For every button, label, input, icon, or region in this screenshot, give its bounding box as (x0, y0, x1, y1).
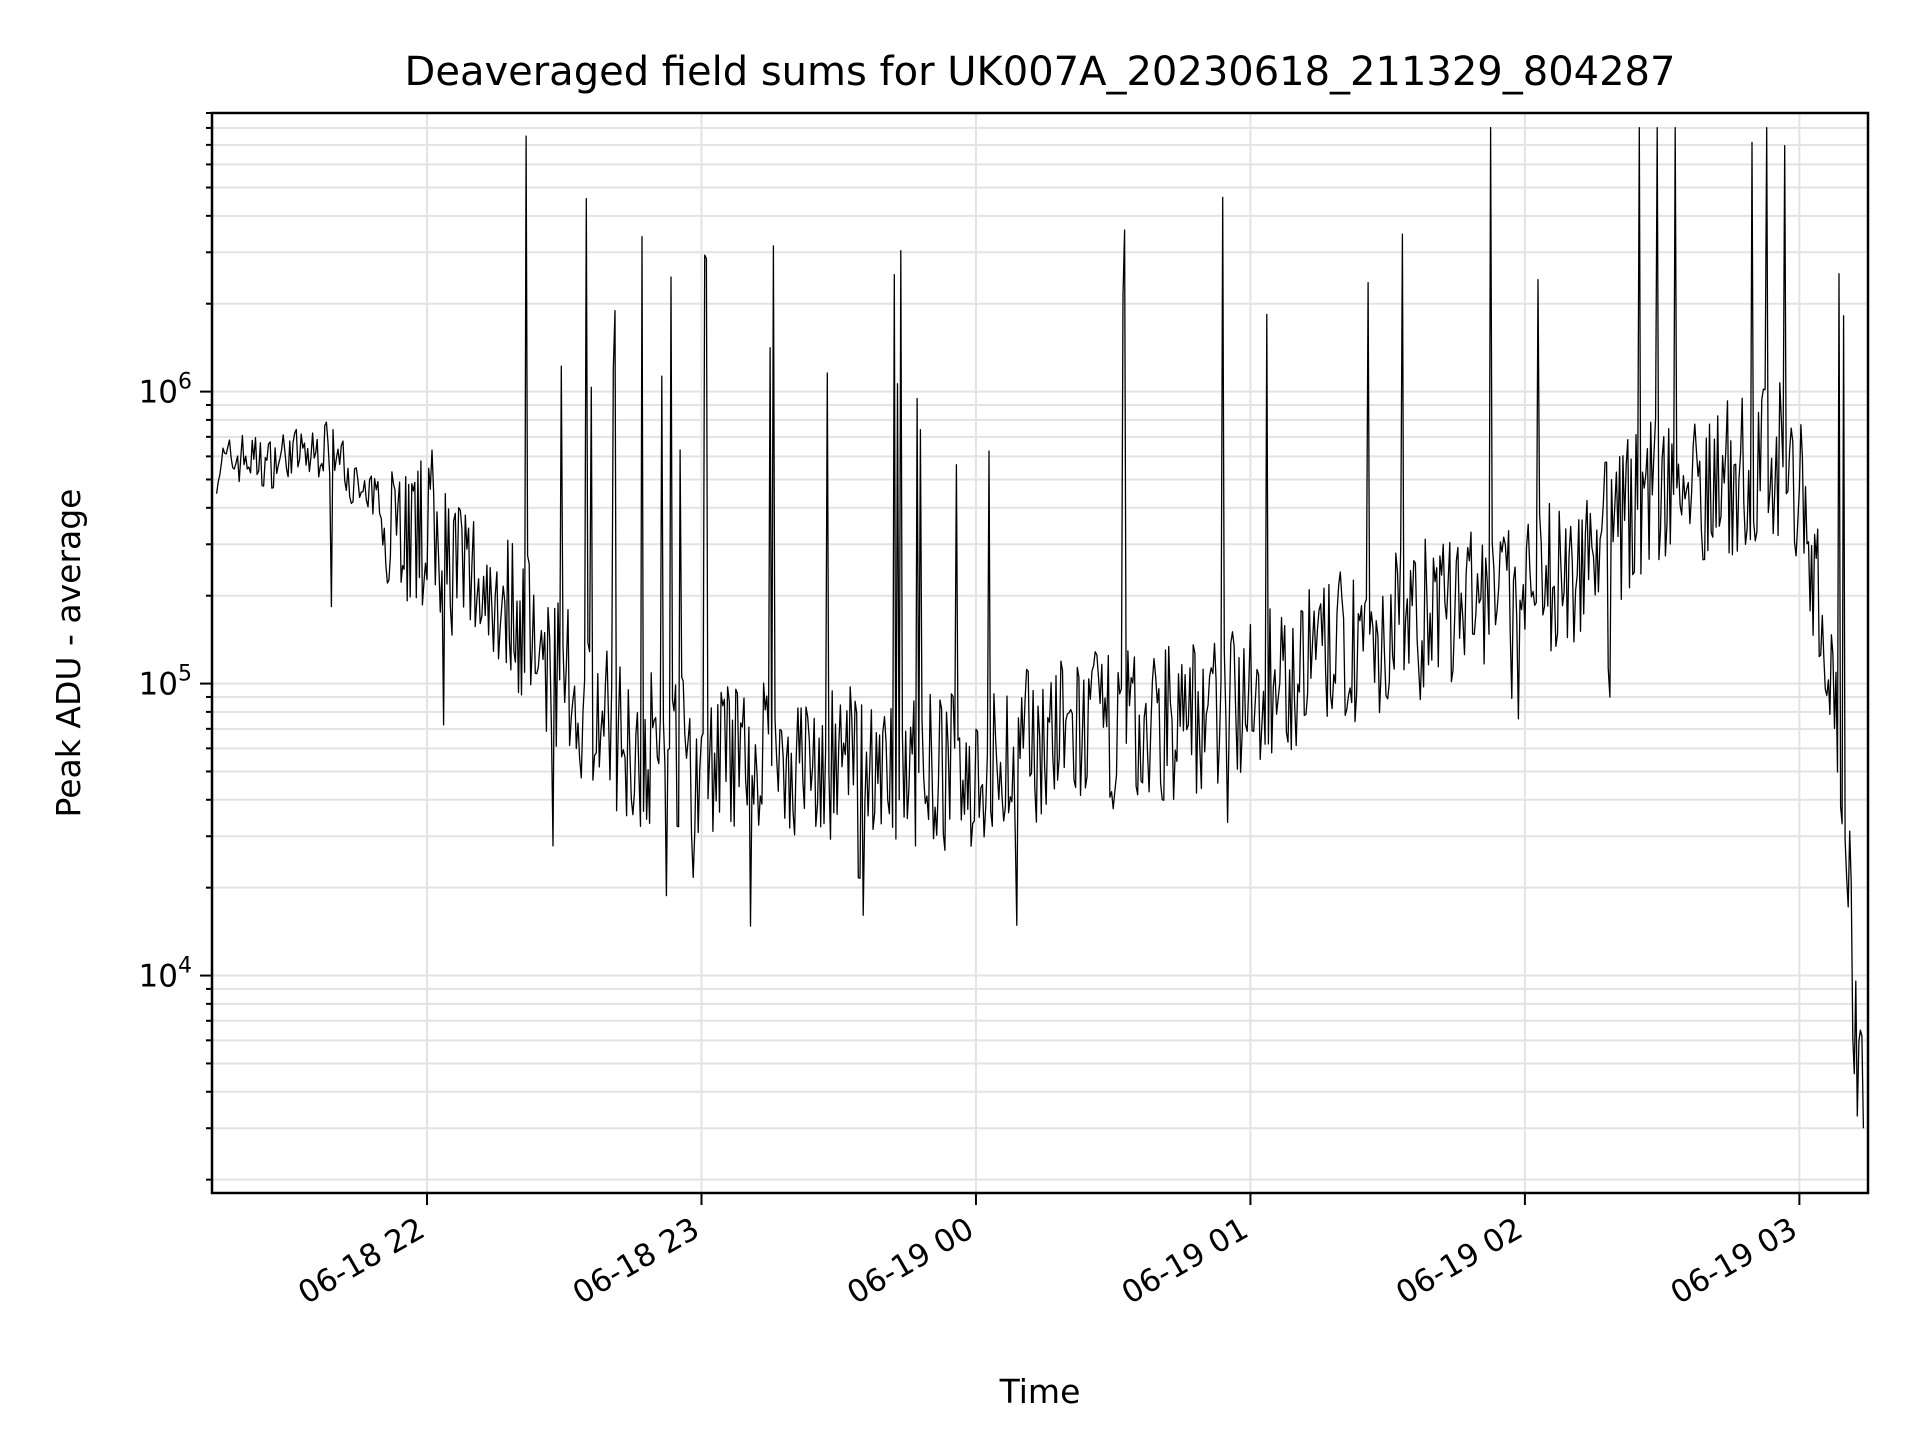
y-tick-label: 104 (139, 954, 192, 995)
y-tick-label: 106 (139, 370, 192, 411)
series-line (215, 126, 1865, 1129)
series-layer (215, 126, 1865, 1129)
y-axis-label: Peak ADU - average (49, 489, 88, 818)
chart-title: Deaveraged field sums for UK007A_2023061… (405, 49, 1676, 95)
x-axis-label: Time (999, 1372, 1081, 1411)
y-tick-label: 105 (139, 662, 192, 703)
plot-frame (210, 111, 1870, 1195)
